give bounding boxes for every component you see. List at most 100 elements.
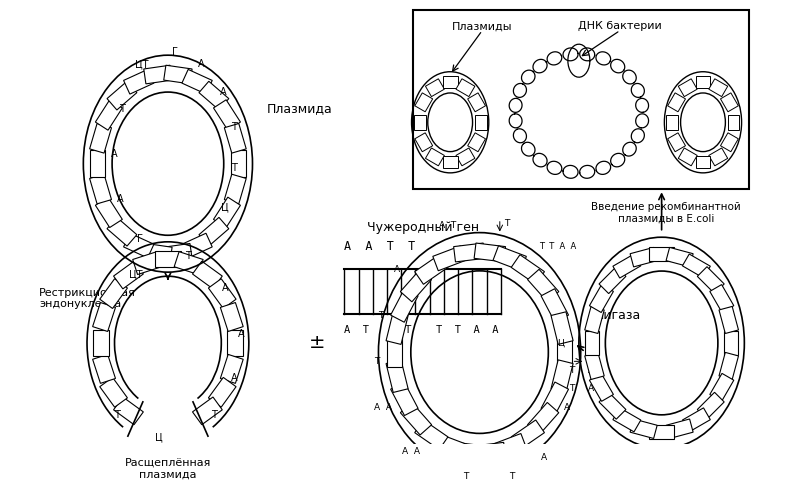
Text: Т: Т	[505, 219, 510, 228]
Bar	[182, 70, 213, 94]
Text: А  Т: А Т	[438, 221, 456, 230]
Polygon shape	[596, 52, 611, 65]
Text: А: А	[231, 373, 238, 383]
Polygon shape	[568, 44, 590, 77]
Bar	[511, 420, 544, 450]
Bar	[92, 302, 115, 332]
Text: Т: Т	[231, 122, 237, 132]
Bar	[528, 269, 559, 302]
Bar	[709, 373, 734, 401]
Text: Г: Г	[172, 47, 179, 57]
Text: Плазмида: Плазмида	[267, 102, 333, 115]
Bar	[415, 133, 433, 152]
Bar	[649, 425, 674, 439]
Bar	[386, 312, 408, 345]
Bar	[599, 267, 626, 294]
Bar	[164, 243, 192, 262]
Bar	[557, 337, 572, 367]
Bar	[114, 261, 143, 289]
Polygon shape	[580, 166, 595, 178]
Bar	[123, 233, 154, 258]
Bar	[224, 174, 246, 204]
Bar	[719, 352, 739, 380]
Bar	[474, 243, 506, 262]
Bar	[698, 267, 724, 294]
Bar	[164, 65, 192, 84]
Text: Т: Т	[374, 357, 379, 366]
Text: А  А: А А	[401, 447, 419, 456]
Text: ±: ±	[309, 334, 325, 352]
Bar	[213, 197, 240, 228]
Bar	[193, 397, 222, 425]
Bar	[390, 382, 418, 416]
Polygon shape	[611, 60, 625, 73]
Bar	[415, 93, 433, 112]
Bar	[415, 255, 448, 284]
Bar	[585, 306, 604, 334]
Bar	[93, 330, 109, 356]
Polygon shape	[510, 98, 522, 112]
Text: А: А	[588, 366, 594, 375]
Bar	[107, 217, 137, 246]
Bar	[719, 306, 739, 334]
Bar	[213, 100, 240, 130]
Bar	[683, 408, 710, 432]
Text: Введение рекомбинантной
плазмиды в E.coli: Введение рекомбинантной плазмиды в E.col…	[592, 202, 741, 223]
Bar	[666, 247, 693, 267]
Text: А: А	[220, 87, 227, 97]
Polygon shape	[547, 52, 562, 65]
Bar	[144, 243, 172, 262]
Text: А: А	[198, 60, 205, 70]
Bar	[698, 392, 724, 419]
Polygon shape	[521, 142, 535, 156]
Bar	[695, 76, 710, 88]
Bar	[589, 285, 613, 312]
Bar	[415, 420, 448, 450]
Bar	[613, 408, 641, 432]
Bar	[199, 217, 229, 246]
Polygon shape	[521, 70, 535, 84]
Polygon shape	[514, 129, 526, 143]
Bar	[709, 79, 728, 96]
Bar	[599, 392, 626, 419]
Bar	[551, 360, 573, 393]
Bar	[144, 65, 172, 84]
Text: А  Т: А Т	[344, 324, 370, 335]
Text: Т: Т	[115, 409, 120, 420]
Text: Т: Т	[119, 104, 125, 113]
Text: А: А	[222, 283, 228, 293]
Text: А: А	[111, 149, 118, 159]
Bar	[667, 115, 679, 130]
Bar	[107, 81, 137, 110]
Text: Т: Т	[231, 163, 237, 173]
Bar	[456, 148, 475, 166]
Polygon shape	[533, 153, 547, 167]
Text: А: А	[564, 403, 570, 412]
Bar	[613, 254, 641, 278]
Polygon shape	[580, 48, 595, 61]
Bar	[426, 79, 444, 96]
Polygon shape	[547, 161, 562, 174]
Text: Т: Т	[211, 409, 216, 420]
Bar	[401, 402, 431, 435]
Bar	[433, 246, 466, 271]
Bar	[468, 93, 486, 112]
Bar	[720, 133, 739, 152]
Text: А: А	[117, 193, 123, 204]
Bar	[541, 289, 569, 322]
Bar	[474, 443, 506, 461]
Bar	[220, 302, 243, 332]
Bar	[630, 419, 657, 438]
Bar	[679, 148, 698, 166]
Text: Плазмиды: Плазмиды	[452, 21, 513, 31]
Polygon shape	[631, 84, 645, 97]
Bar	[724, 331, 738, 355]
Bar	[442, 76, 457, 88]
Bar	[390, 289, 418, 322]
Text: А: А	[588, 384, 594, 394]
Bar	[414, 115, 426, 130]
Bar	[511, 255, 544, 284]
Bar	[551, 312, 573, 345]
Bar	[182, 233, 213, 258]
Polygon shape	[631, 129, 645, 143]
